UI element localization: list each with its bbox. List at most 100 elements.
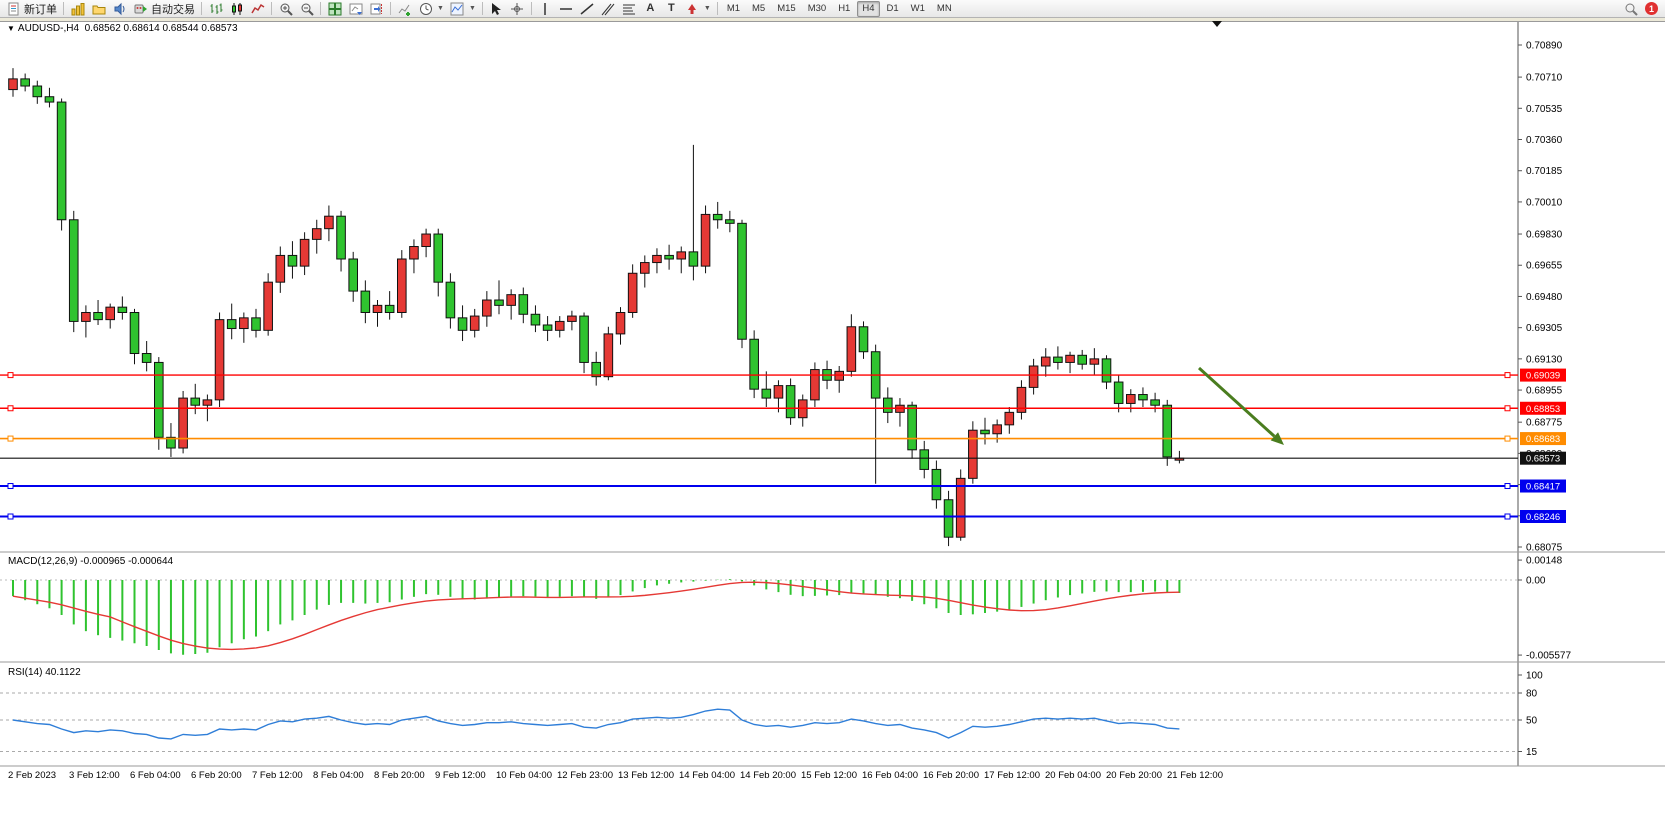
new-order-label: 新订单 xyxy=(24,3,57,16)
candle-up xyxy=(324,215,334,230)
candle-up xyxy=(554,320,565,331)
search-button[interactable] xyxy=(1620,1,1641,16)
line-chart-button[interactable] xyxy=(247,1,268,16)
separator xyxy=(271,2,272,15)
profiles-icon xyxy=(92,5,105,14)
line-handle[interactable] xyxy=(7,513,14,520)
candle-up xyxy=(615,311,626,335)
fibonacci-button[interactable] xyxy=(619,1,640,16)
timeframe-m5-button[interactable]: M5 xyxy=(752,2,766,14)
separator xyxy=(63,2,64,15)
alerts-button[interactable] xyxy=(109,1,130,16)
separator xyxy=(201,2,202,15)
chart-canvas[interactable]: 0.70890 0.70710 0.70535 0.70360 0.70185 0.700… xyxy=(0,18,1665,836)
price-axis-label: 0.68955 xyxy=(1526,386,1563,397)
candle-up xyxy=(299,238,310,267)
candlestick-chart-button[interactable] xyxy=(226,1,247,16)
auto-trading-icon xyxy=(133,1,148,16)
auto-scroll-button[interactable] xyxy=(345,1,366,16)
tile-windows-button[interactable] xyxy=(324,1,345,16)
candle-down xyxy=(542,324,553,331)
rsi-axis-label: 15 xyxy=(1526,747,1538,758)
line-handle[interactable] xyxy=(1504,372,1511,379)
candle-up xyxy=(214,319,225,401)
symbol-dropdown-icon[interactable]: ▼ xyxy=(7,24,15,33)
candle-up xyxy=(676,251,687,260)
timeframe-m1-button[interactable]: M1 xyxy=(726,2,741,14)
profiles-button[interactable] xyxy=(88,1,109,16)
line-handle[interactable] xyxy=(7,483,14,490)
macd-axis-label: 0.00 xyxy=(1526,576,1546,587)
text-label-button[interactable]: T xyxy=(668,2,675,14)
candle-down xyxy=(44,96,55,103)
candle-down xyxy=(287,254,298,267)
chart-shift-button[interactable] xyxy=(366,1,387,16)
indicators-button[interactable] xyxy=(394,1,415,16)
timeframe-d1-button[interactable]: D1 xyxy=(886,2,899,14)
line-handle[interactable] xyxy=(1504,405,1511,412)
periods-button[interactable]: ▼ xyxy=(415,1,447,17)
equidistant-channel-button[interactable] xyxy=(598,1,619,16)
periods-clock-icon xyxy=(418,1,433,16)
candle-down xyxy=(688,251,699,267)
candle-down xyxy=(141,353,152,363)
trendline-button[interactable] xyxy=(577,1,598,16)
timeframe-mn-button[interactable]: MN xyxy=(936,2,952,14)
candle-down xyxy=(494,299,504,306)
candle-down xyxy=(360,290,371,313)
templates-button[interactable]: ▼ xyxy=(447,1,479,17)
candle-down xyxy=(226,319,237,330)
line-handle[interactable] xyxy=(1504,435,1511,442)
line-handle[interactable] xyxy=(7,435,14,442)
price-axis-label: 0.69480 xyxy=(1526,292,1563,303)
candle-down xyxy=(384,304,395,313)
charts-button[interactable] xyxy=(67,1,88,16)
macd-main-value: -0.000965 xyxy=(80,556,126,567)
zoom-in-button[interactable] xyxy=(275,1,296,16)
bar-chart-button[interactable] xyxy=(205,1,226,16)
candle-down xyxy=(919,449,930,470)
candle-up xyxy=(640,262,650,274)
new-order-button[interactable]: 新订单 xyxy=(3,1,60,17)
candle-down xyxy=(1053,356,1063,363)
trend-arrow-object[interactable] xyxy=(1197,366,1276,438)
horizontal-line-button[interactable] xyxy=(556,1,577,16)
macd-axis-label: -0.005577 xyxy=(1526,651,1571,662)
trend-arrow-head[interactable] xyxy=(1270,432,1284,445)
candle-down xyxy=(251,317,261,331)
line-handle[interactable] xyxy=(7,405,14,412)
candle-down xyxy=(336,215,346,260)
arrows-button[interactable]: ▼ xyxy=(682,1,714,17)
zoom-out-button[interactable] xyxy=(296,1,317,16)
separator xyxy=(716,2,718,15)
crosshair-button[interactable] xyxy=(507,1,528,16)
timeframe-m30-button[interactable]: M30 xyxy=(807,2,827,14)
vertical-line-button[interactable] xyxy=(535,1,556,16)
time-axis-label: 7 Feb 12:00 xyxy=(252,770,303,781)
line-handle[interactable] xyxy=(7,372,14,379)
auto-trading-button[interactable]: 自动交易 xyxy=(130,1,198,17)
price-badge-label: 0.69039 xyxy=(1526,371,1560,382)
candle-up xyxy=(1004,411,1015,426)
cursor-button[interactable] xyxy=(486,1,507,16)
time-axis-label: 8 Feb 20:00 xyxy=(374,770,425,781)
timeframe-h1-button[interactable]: H1 xyxy=(838,2,851,14)
timeframe-m15-button[interactable]: M15 xyxy=(777,2,796,14)
candle-down xyxy=(518,294,529,315)
line-handle[interactable] xyxy=(1504,483,1511,490)
line-handle[interactable] xyxy=(1504,513,1511,520)
templates-icon xyxy=(450,1,465,16)
price-axis-label: 0.70710 xyxy=(1526,73,1563,84)
price-badge xyxy=(1520,368,1566,382)
notification-badge[interactable]: 1 xyxy=(1645,2,1658,15)
candle-up xyxy=(773,385,784,399)
candle-down xyxy=(858,326,869,353)
timeframe-w1-button[interactable]: W1 xyxy=(910,2,925,14)
time-axis-label: 12 Feb 23:00 xyxy=(557,770,613,781)
timeframe-h4-button[interactable]: H4 xyxy=(857,0,880,17)
text-button[interactable]: A xyxy=(646,2,655,14)
candlestick-chart-icon xyxy=(231,2,242,15)
line-chart-icon xyxy=(250,3,264,13)
candle-down xyxy=(883,397,893,413)
subwindow-marker-icon[interactable] xyxy=(1212,21,1222,27)
